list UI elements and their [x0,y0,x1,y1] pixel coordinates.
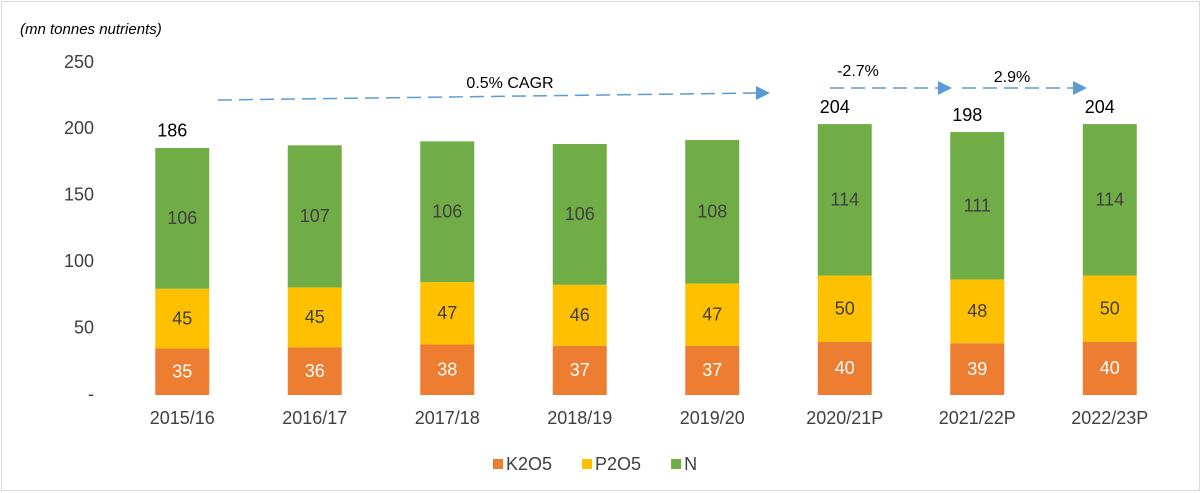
bar-segment [1082,275,1137,342]
legend-label: N [684,454,697,474]
bar-segment [155,348,210,395]
bar-segment [287,347,342,395]
bar-segment [685,283,740,346]
bar-segment [817,124,872,276]
total-label: 204 [1085,97,1115,117]
arrow-heads [756,81,1087,100]
data-label: 114 [830,190,859,210]
data-label: 48 [967,301,987,321]
y-tick-label: 100 [64,251,94,271]
y-tick-label: - [88,384,94,404]
legend-swatch [671,459,682,469]
data-label: 114 [1095,190,1124,210]
y-tick-label: 50 [74,317,94,337]
x-tick-label: 2017/18 [415,408,480,428]
data-label: 36 [305,361,325,381]
total-label: 198 [952,105,982,125]
data-label: 45 [305,307,325,327]
data-label: 50 [1100,298,1120,318]
arrow-head [756,86,770,100]
data-label: 50 [835,298,855,318]
bar-segment [950,279,1005,344]
data-label: 106 [565,204,595,224]
bar-segment [552,345,607,395]
bar-segment [685,345,740,395]
data-label: 47 [437,303,457,323]
annotation: 2.9% [994,69,1030,86]
bar-segment [1082,124,1137,276]
annotation: -2.7% [837,63,879,80]
bar-segment [287,145,342,288]
y-axis-label: (mn tonnes nutrients) [20,21,162,38]
data-label: 45 [172,308,192,328]
x-tick-label: 2019/20 [680,408,745,428]
bar-segment [420,282,475,345]
legend-label: P2O5 [595,454,641,474]
data-label: 37 [570,360,590,380]
data-label: 37 [702,360,722,380]
total-label: 204 [820,97,850,117]
x-tick-label: 2018/19 [547,408,612,428]
y-tick-label: 200 [64,118,94,138]
data-label: 38 [437,360,457,380]
arrow-line [217,92,757,101]
bar-segment [420,344,475,395]
data-label: 35 [172,362,192,382]
bar-segment [287,287,342,348]
arrows [217,87,1073,101]
y-tick-label: 150 [64,185,94,205]
bar-segment [817,341,872,395]
arrow-head [1073,81,1087,95]
x-tick-label: 2021/22P [939,408,1016,428]
legend-label: K2O5 [506,454,552,474]
data-label: 40 [1100,358,1120,378]
bar-segment [685,140,740,284]
bar-segment [1082,341,1137,395]
legend-swatch [493,459,503,469]
data-label: 46 [570,305,590,325]
total-label: 186 [157,121,187,141]
data-label: 47 [702,304,722,324]
data-label: 40 [835,358,855,378]
x-tick-label: 2016/17 [282,408,347,428]
data-label: 108 [697,201,727,221]
bar-segment [552,144,607,285]
bar-segment [155,288,210,349]
data-label: 111 [964,196,991,216]
bar-segment [155,147,210,289]
bar-segment [420,141,475,283]
x-tick-label: 2020/21P [806,408,883,428]
data-label: 106 [432,201,462,221]
data-label: 39 [967,359,987,379]
bar-segment [950,132,1005,280]
bar-segment [950,343,1005,395]
annotation: 0.5% CAGR [466,75,553,92]
x-tick-label: 2015/16 [150,408,215,428]
x-tick-label: 2022/23P [1071,408,1148,428]
y-tick-label: 250 [64,52,94,72]
bar-segment [817,275,872,342]
data-label: 106 [167,208,197,228]
legend-swatch [582,459,593,469]
arrow-head [938,81,952,95]
data-label: 107 [300,206,330,226]
bar-segment [552,284,607,346]
